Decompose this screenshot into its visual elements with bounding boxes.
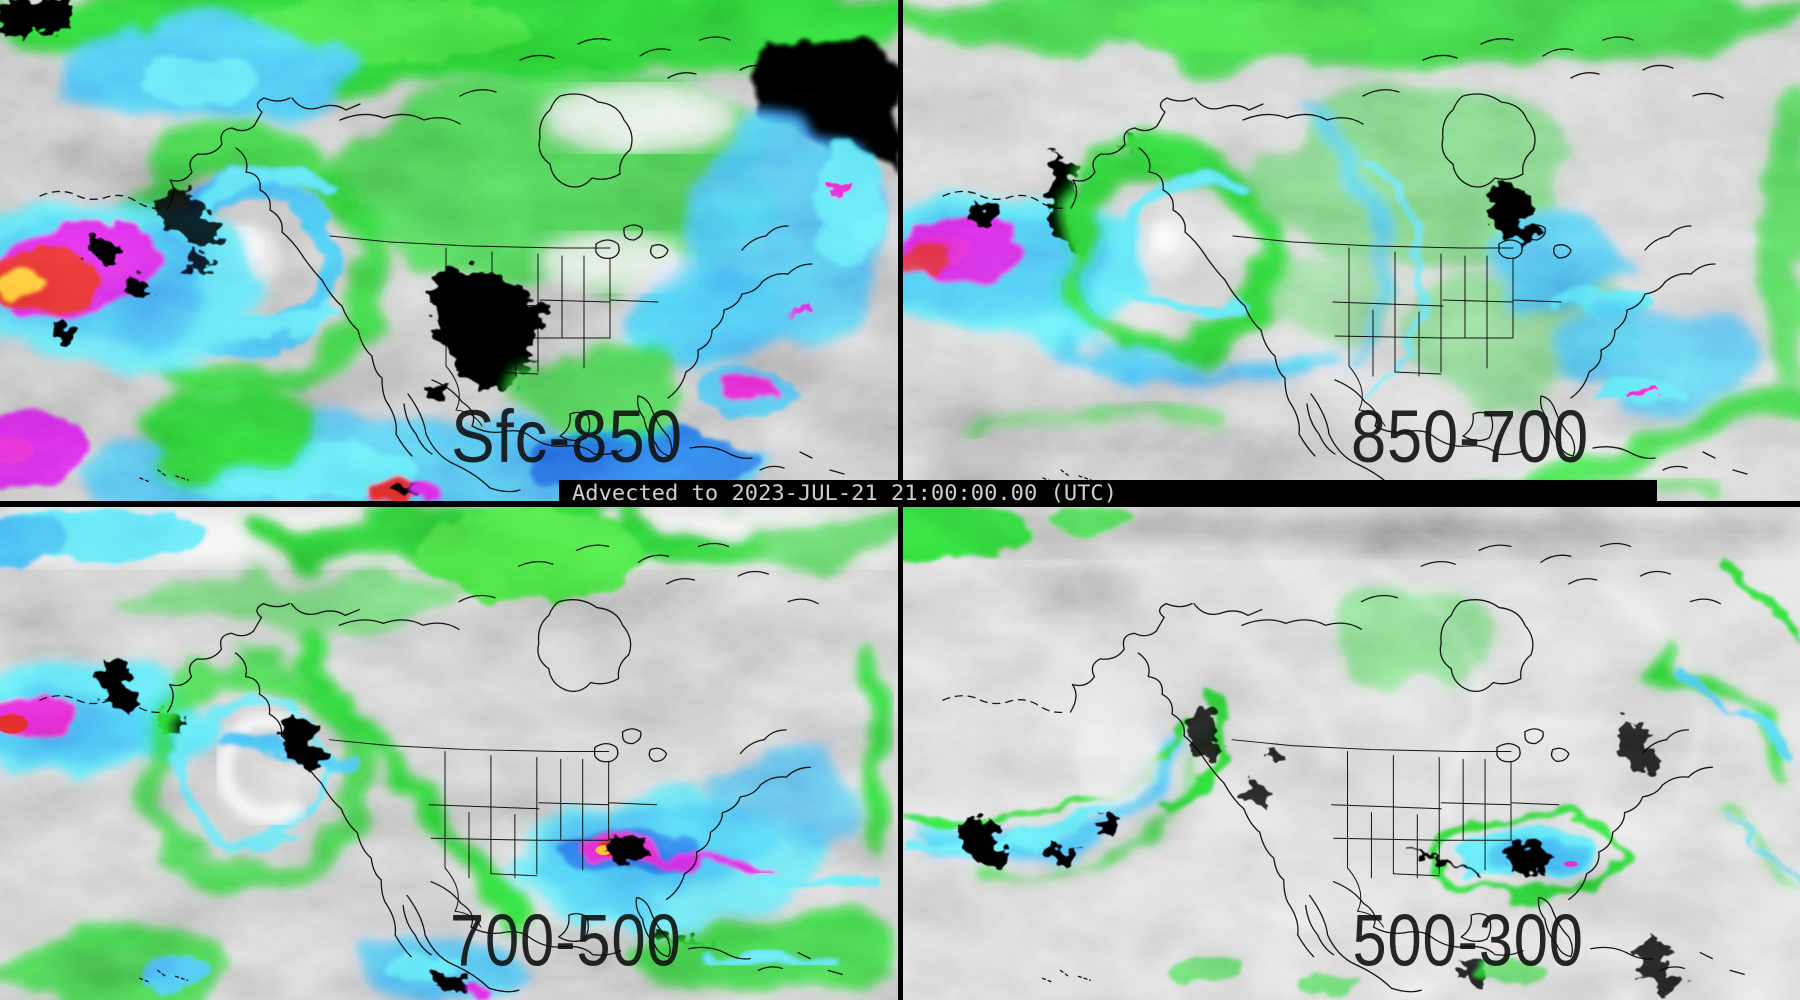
panel-label-500-300: 500-300	[1353, 900, 1584, 982]
panel-label-700-500: 700-500	[450, 900, 681, 982]
panel-850-700: 850-700	[903, 0, 1800, 501]
timestamp-bar-background	[559, 480, 1657, 507]
moisture-field	[0, 0, 898, 501]
panel-500-300: 500-300	[903, 507, 1800, 1000]
panel-700-500: 700-500	[0, 507, 898, 1000]
moisture-field: 850-700	[903, 0, 1800, 501]
moisture-field: 500-300	[903, 507, 1800, 1000]
advection-timestamp-text: Advected to 2023-JUL-21 21:00:00.00 (UTC…	[572, 481, 1117, 505]
flow-striation-overlay	[0, 0, 898, 501]
panel-sfc-850: Sfc-850	[0, 0, 898, 501]
moisture-field: 700-500	[0, 507, 898, 1000]
flow-striation-overlay	[903, 507, 1800, 1000]
flow-striation-overlay	[903, 0, 1800, 501]
panel-label-850-700: 850-700	[1351, 395, 1589, 478]
timestamp-bar: Advected to 2023-JUL-21 21:00:00.00 (UTC…	[559, 480, 1657, 507]
panel-label-sfc-850: Sfc-850	[451, 395, 683, 478]
flow-striation-overlay	[0, 507, 898, 1000]
